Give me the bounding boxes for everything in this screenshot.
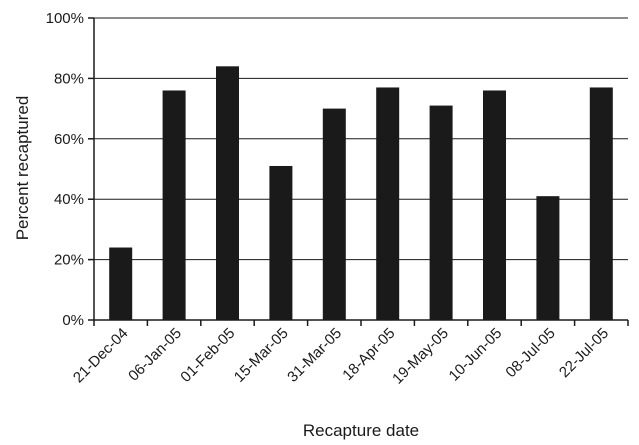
y-tick-label: 20% [54,252,84,269]
y-tick-label: 60% [54,131,84,148]
x-tick-label: 19-May-05 [389,325,452,388]
bar [216,66,239,320]
y-tick-label: 100% [46,10,84,27]
x-tick-label: 08-Jul-05 [502,325,558,381]
bar [109,247,133,320]
x-axis-title: Recapture date [303,421,419,440]
x-tick-label: 01-Feb-05 [177,325,238,386]
x-tick-label: 22-Jul-05 [556,325,612,381]
y-tick-label: 0% [62,312,84,329]
x-tick-label: 31-Mar-05 [284,325,345,386]
bar [429,105,453,320]
bar [269,165,293,320]
bar [322,108,346,320]
bar [589,87,613,321]
x-tick-label: 10-Jun-05 [446,325,506,385]
y-tick-label: 80% [54,70,84,87]
y-axis-ticks: 0% 20% 40% 60% 80% 100% [46,10,94,329]
x-axis-ticks: 21-Dec-0406-Jan-0501-Feb-0515-Mar-0531-M… [70,320,629,388]
x-tick-label: 21-Dec-04 [70,325,132,387]
bar [376,87,400,321]
bar [536,196,560,320]
x-tick-label: 15-Mar-05 [231,325,292,386]
bar [483,90,506,320]
x-tick-label: 06-Jan-05 [125,325,185,385]
bars [109,66,613,321]
bar [162,90,186,320]
y-tick-label: 40% [54,191,84,208]
y-axis-title: Percent recaptured [13,96,32,241]
